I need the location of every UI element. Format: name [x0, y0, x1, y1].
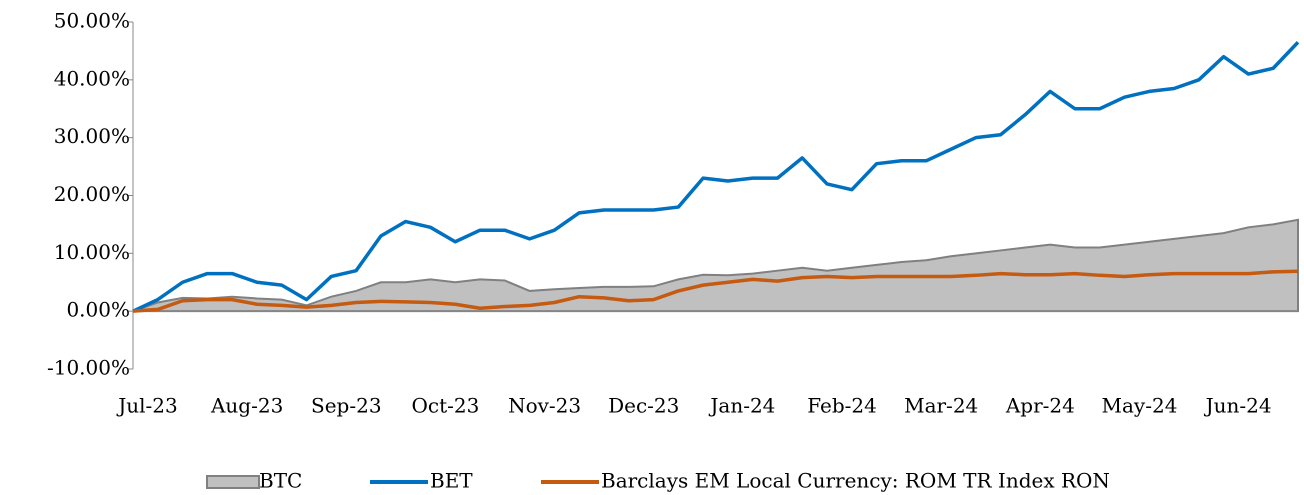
legend-swatch	[206, 475, 260, 489]
x-tick-label: Sep-23	[311, 394, 382, 418]
legend-label: BET	[430, 469, 473, 493]
x-tick-label: Nov-23	[508, 394, 581, 418]
y-tick-label: 0.00%	[66, 298, 130, 322]
y-tick-label: 50.00%	[54, 9, 130, 33]
y-tick-label: 20.00%	[54, 182, 130, 206]
x-tick-label: Oct-23	[412, 394, 480, 418]
area	[132, 218, 1299, 313]
legend-label: BTC	[259, 469, 302, 493]
y-tick-label: 40.00%	[54, 66, 130, 90]
y-tick-label: -10.00%	[47, 356, 130, 380]
y-tick-label: 10.00%	[54, 240, 130, 264]
y-tick-label: 30.00%	[54, 124, 130, 148]
legend-label: Barclays EM Local Currency: ROM TR Index…	[601, 469, 1110, 493]
x-tick-label: Jun-24	[1204, 394, 1272, 418]
x-tick-label: May-24	[1102, 394, 1178, 418]
x-tick-label: Dec-23	[608, 394, 679, 418]
x-tick-label: Apr-24	[1005, 394, 1075, 418]
line	[132, 41, 1300, 313]
line	[132, 269, 1299, 313]
x-tick-label: Jul-23	[116, 394, 178, 418]
x-tick-label: Feb-24	[807, 394, 877, 418]
x-tick-label: Mar-24	[904, 394, 978, 418]
x-tick-label: Aug-23	[210, 394, 283, 418]
x-tick-label: Jan-24	[708, 394, 775, 418]
